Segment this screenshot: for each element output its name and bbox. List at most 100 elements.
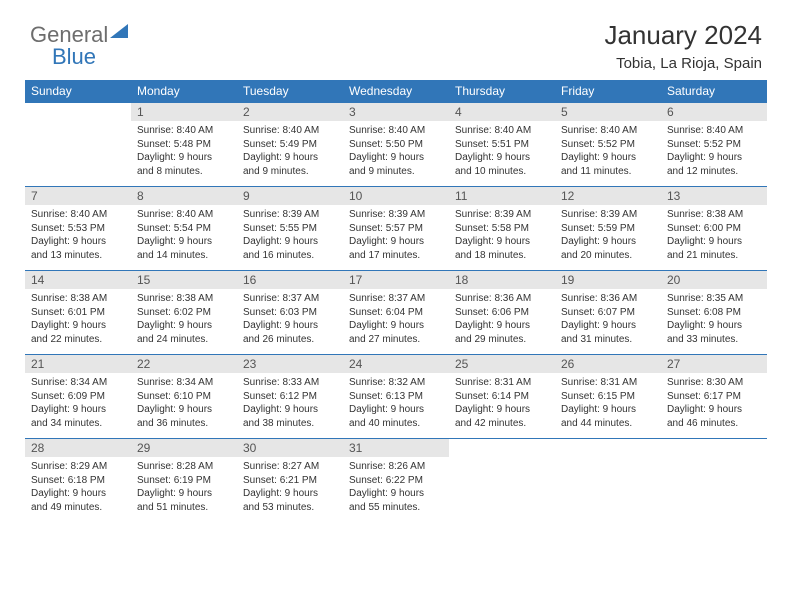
daynum: 20 bbox=[661, 271, 767, 290]
day-cell: Sunrise: 8:40 AMSunset: 5:52 PMDaylight:… bbox=[661, 121, 767, 187]
day-line: Sunset: 6:21 PM bbox=[243, 474, 337, 488]
day-line: Sunset: 6:10 PM bbox=[137, 390, 231, 404]
day-line: and 31 minutes. bbox=[561, 333, 655, 347]
day-line: and 51 minutes. bbox=[137, 501, 231, 515]
day-line: and 40 minutes. bbox=[349, 417, 443, 431]
day-line: Sunrise: 8:38 AM bbox=[31, 292, 125, 306]
day-line: Daylight: 9 hours bbox=[243, 319, 337, 333]
day-cell: Sunrise: 8:37 AMSunset: 6:03 PMDaylight:… bbox=[237, 289, 343, 355]
daynum: 5 bbox=[555, 103, 661, 122]
daynum: 10 bbox=[343, 187, 449, 206]
daynum: 30 bbox=[237, 439, 343, 458]
day-line: Sunrise: 8:26 AM bbox=[349, 460, 443, 474]
day-line: Daylight: 9 hours bbox=[243, 487, 337, 501]
daynum: 31 bbox=[343, 439, 449, 458]
daynum: 7 bbox=[25, 187, 131, 206]
daynum: 4 bbox=[449, 103, 555, 122]
day-line: Sunrise: 8:28 AM bbox=[137, 460, 231, 474]
daynum: 1 bbox=[131, 103, 237, 122]
day-line: Daylight: 9 hours bbox=[667, 151, 761, 165]
location: Tobia, La Rioja, Spain bbox=[604, 55, 762, 72]
day-cell: Sunrise: 8:40 AMSunset: 5:49 PMDaylight:… bbox=[237, 121, 343, 187]
daynum: 24 bbox=[343, 355, 449, 374]
day-line: Sunset: 6:03 PM bbox=[243, 306, 337, 320]
week-0-cells: Sunrise: 8:40 AM Sunset: 5:48 PM Daylight:… bbox=[25, 121, 767, 187]
day-line: and 44 minutes. bbox=[561, 417, 655, 431]
day-line: and 36 minutes. bbox=[137, 417, 231, 431]
day-line: Daylight: 9 hours bbox=[561, 403, 655, 417]
day-cell: Sunrise: 8:37 AMSunset: 6:04 PMDaylight:… bbox=[343, 289, 449, 355]
day-cell: Sunrise: 8:40 AMSunset: 5:52 PMDaylight:… bbox=[555, 121, 661, 187]
day-line: and 10 minutes. bbox=[455, 165, 549, 179]
day-line: Sunset: 6:22 PM bbox=[349, 474, 443, 488]
day-line: Daylight: 9 hours bbox=[349, 403, 443, 417]
day-line: and 53 minutes. bbox=[243, 501, 337, 515]
day-line: Sunset: 5:50 PM bbox=[349, 138, 443, 152]
week-1-numbers: 78910111213 bbox=[25, 187, 767, 206]
day-line: and 29 minutes. bbox=[455, 333, 549, 347]
day-line: Sunset: 6:12 PM bbox=[243, 390, 337, 404]
dayhead-wed: Wednesday bbox=[343, 80, 449, 103]
day-line: Sunrise: 8:40 AM bbox=[243, 124, 337, 138]
day-line: Daylight: 9 hours bbox=[349, 151, 443, 165]
logo-triangle-icon bbox=[110, 24, 128, 38]
day-line: Sunset: 5:55 PM bbox=[243, 222, 337, 236]
day-cell: Sunrise: 8:40 AMSunset: 5:50 PMDaylight:… bbox=[343, 121, 449, 187]
day-line: Sunrise: 8:34 AM bbox=[31, 376, 125, 390]
day-cell: Sunrise: 8:35 AMSunset: 6:08 PMDaylight:… bbox=[661, 289, 767, 355]
daynum: 6 bbox=[661, 103, 767, 122]
daynum: 21 bbox=[25, 355, 131, 374]
day-line: Sunset: 6:07 PM bbox=[561, 306, 655, 320]
day-line: and 26 minutes. bbox=[243, 333, 337, 347]
day-cell: Sunrise: 8:39 AMSunset: 5:55 PMDaylight:… bbox=[237, 205, 343, 271]
dayhead-sat: Saturday bbox=[661, 80, 767, 103]
day-cell: Sunrise: 8:28 AMSunset: 6:19 PMDaylight:… bbox=[131, 457, 237, 522]
week-0-numbers: 123456 bbox=[25, 103, 767, 122]
daynum: 28 bbox=[25, 439, 131, 458]
daynum bbox=[555, 439, 661, 458]
day-header-row: Sunday Monday Tuesday Wednesday Thursday… bbox=[25, 80, 767, 103]
week-4-numbers: 28293031 bbox=[25, 439, 767, 458]
day-line: Sunset: 6:01 PM bbox=[31, 306, 125, 320]
daynum: 14 bbox=[25, 271, 131, 290]
dayhead-mon: Monday bbox=[131, 80, 237, 103]
day-line: and 55 minutes. bbox=[349, 501, 443, 515]
day-cell: Sunrise: 8:34 AMSunset: 6:10 PMDaylight:… bbox=[131, 373, 237, 439]
day-line: Daylight: 9 hours bbox=[455, 403, 549, 417]
dayhead-sun: Sunday bbox=[25, 80, 131, 103]
day-line: Daylight: 9 hours bbox=[667, 403, 761, 417]
day-line: Daylight: 9 hours bbox=[349, 319, 443, 333]
day-line: and 21 minutes. bbox=[667, 249, 761, 263]
day-line: and 42 minutes. bbox=[455, 417, 549, 431]
day-line: and 14 minutes. bbox=[137, 249, 231, 263]
day-cell: Sunrise: 8:39 AMSunset: 5:57 PMDaylight:… bbox=[343, 205, 449, 271]
day-line: Sunset: 5:48 PM bbox=[137, 138, 231, 152]
daynum: 18 bbox=[449, 271, 555, 290]
day-line: Sunrise: 8:31 AM bbox=[455, 376, 549, 390]
day-line: Sunrise: 8:36 AM bbox=[561, 292, 655, 306]
daynum bbox=[449, 439, 555, 458]
day-line: Sunset: 5:52 PM bbox=[561, 138, 655, 152]
week-2-numbers: 14151617181920 bbox=[25, 271, 767, 290]
day-cell bbox=[555, 457, 661, 522]
day-cell: Sunrise: 8:40 AMSunset: 5:51 PMDaylight:… bbox=[449, 121, 555, 187]
day-line: and 22 minutes. bbox=[31, 333, 125, 347]
day-line: Sunrise: 8:40 AM bbox=[667, 124, 761, 138]
day-line: and 9 minutes. bbox=[243, 165, 337, 179]
logo-text-blue: Blue bbox=[52, 44, 96, 69]
day-line: Daylight: 9 hours bbox=[137, 487, 231, 501]
day-line: Sunset: 6:14 PM bbox=[455, 390, 549, 404]
day-line: Sunset: 6:04 PM bbox=[349, 306, 443, 320]
day-line: Sunrise: 8:39 AM bbox=[243, 208, 337, 222]
calendar-table: Sunday Monday Tuesday Wednesday Thursday… bbox=[25, 80, 767, 522]
day-line: and 17 minutes. bbox=[349, 249, 443, 263]
week-4-cells: Sunrise: 8:29 AMSunset: 6:18 PMDaylight:… bbox=[25, 457, 767, 522]
day-line: Daylight: 9 hours bbox=[667, 319, 761, 333]
header: January 2024 Tobia, La Rioja, Spain bbox=[604, 20, 762, 72]
day-line: Sunset: 5:49 PM bbox=[243, 138, 337, 152]
day-line: Sunset: 5:51 PM bbox=[455, 138, 549, 152]
daynum: 22 bbox=[131, 355, 237, 374]
week-3-cells: Sunrise: 8:34 AMSunset: 6:09 PMDaylight:… bbox=[25, 373, 767, 439]
day-line: Sunrise: 8:35 AM bbox=[667, 292, 761, 306]
day-line: Sunset: 6:02 PM bbox=[137, 306, 231, 320]
